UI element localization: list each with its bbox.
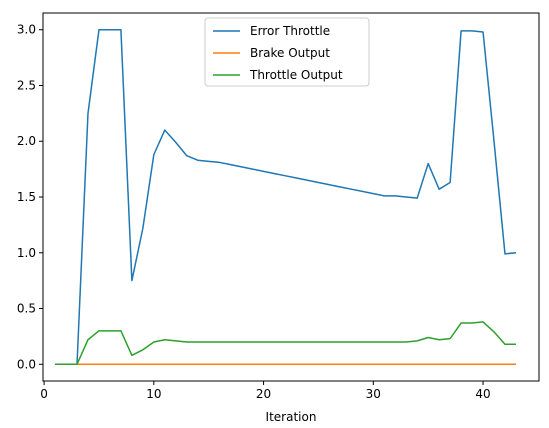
- plot-frame: [42, 12, 540, 382]
- x-axis-label: Iteration: [266, 410, 317, 424]
- y-tick-label: 3.0: [17, 23, 36, 37]
- x-tick-label: 20: [256, 387, 271, 401]
- series-layer: [55, 28, 517, 366]
- legend-entries: Error Throttle Brake Output Throttle Outpu…: [213, 24, 343, 82]
- legend-box: [204, 17, 370, 87]
- legend: Error Throttle Brake Output Throttle Outpu…: [204, 17, 370, 87]
- legend-label: Brake Output: [250, 46, 330, 60]
- y-tick-label: 2.0: [17, 134, 36, 148]
- legend-label: Throttle Output: [249, 68, 343, 82]
- y-tick-label: 0.5: [17, 302, 36, 316]
- axes-layer: 0 10 20 30 40 0.0 0.5 1.0 1.5 2.0 2.5 3.0: [17, 23, 491, 401]
- y-tick-label: 2.5: [17, 78, 36, 92]
- series-line-throttle-output: [55, 321, 516, 366]
- x-tick-label: 10: [146, 387, 161, 401]
- y-tick-label: 1.5: [17, 190, 36, 204]
- x-tick-label: 40: [475, 387, 490, 401]
- y-tick-label: 1.0: [17, 246, 36, 260]
- legend-label: Error Throttle: [250, 24, 330, 38]
- series-line-error-throttle: [55, 28, 517, 366]
- x-tick-label: 30: [366, 387, 381, 401]
- x-tick-label: 0: [40, 387, 48, 401]
- y-tick-label: 0.0: [17, 357, 36, 371]
